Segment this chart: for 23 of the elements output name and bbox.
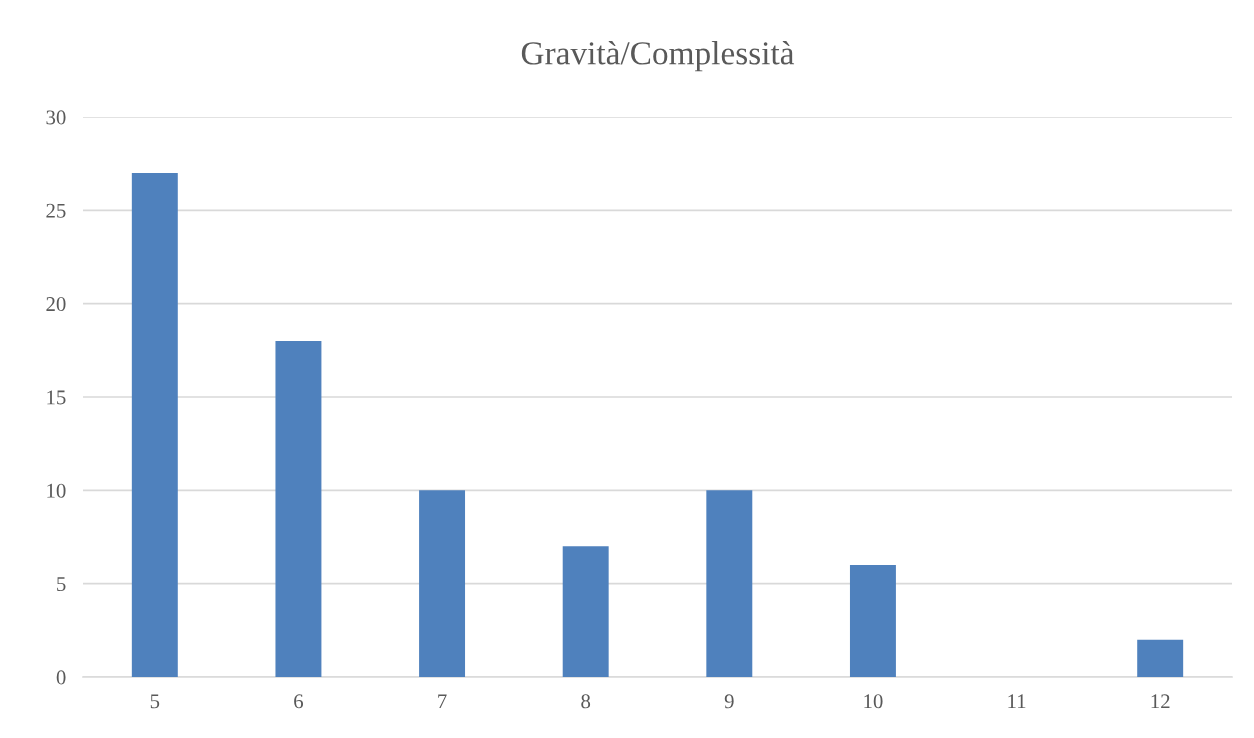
- x-tick-label: 7: [438, 694, 447, 709]
- bar: [562, 546, 609, 677]
- x-tick-label: 6: [294, 694, 304, 709]
- bar: [275, 341, 322, 677]
- x-tick-label: 11: [1008, 694, 1026, 709]
- x-tick-label: 9: [724, 694, 734, 709]
- bar: [706, 490, 753, 677]
- y-tick-label: 0: [56, 670, 66, 685]
- y-tick-label: 15: [47, 390, 66, 405]
- x-tick-label: 10: [864, 694, 883, 709]
- chart-title: Gravità/Complessità: [521, 41, 795, 72]
- bar: [419, 490, 466, 677]
- bar: [849, 565, 896, 677]
- x-tick-label: 12: [1151, 694, 1170, 709]
- bar: [131, 173, 178, 677]
- x-tick-label: 8: [581, 694, 591, 709]
- y-tick-label: 25: [46, 203, 66, 218]
- bar: [1137, 639, 1184, 677]
- y-tick-label: 20: [46, 297, 66, 312]
- x-tick-label: 5: [150, 694, 160, 709]
- y-tick-label: 10: [47, 483, 66, 498]
- y-tick-label: 5: [57, 577, 66, 592]
- y-tick-label: 30: [46, 110, 66, 125]
